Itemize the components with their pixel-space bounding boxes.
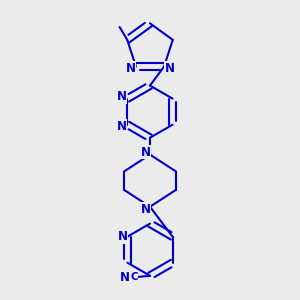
Text: N: N [141, 146, 151, 159]
Text: N: N [119, 272, 130, 284]
Text: N: N [117, 120, 127, 133]
Text: N: N [165, 62, 175, 75]
Text: N: N [118, 230, 128, 243]
Text: N: N [141, 203, 151, 216]
Text: N: N [125, 62, 135, 75]
Text: N: N [117, 90, 127, 103]
Text: C: C [130, 272, 138, 282]
